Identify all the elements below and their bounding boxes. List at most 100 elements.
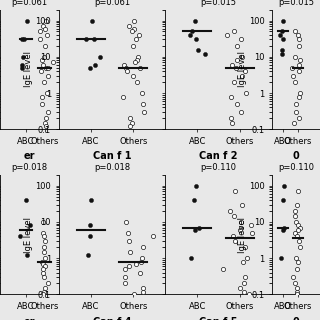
Point	[196, 225, 201, 230]
Point	[135, 54, 140, 59]
Point	[296, 189, 301, 194]
Point	[293, 256, 298, 261]
Point	[294, 285, 299, 291]
Point	[40, 292, 45, 297]
Point	[19, 65, 24, 70]
Point	[38, 37, 43, 42]
Point	[123, 65, 128, 70]
Point	[240, 54, 245, 59]
Point	[193, 228, 198, 233]
Point	[231, 29, 236, 34]
Point	[88, 197, 93, 203]
Point	[230, 120, 235, 125]
Point	[21, 37, 26, 42]
Point	[130, 29, 135, 34]
Point	[250, 230, 255, 236]
X-axis label: 0: 0	[292, 151, 300, 162]
Point	[298, 245, 303, 250]
Point	[45, 91, 50, 96]
Point	[134, 80, 139, 85]
Point	[298, 91, 303, 96]
Point	[126, 24, 131, 29]
Point	[20, 62, 25, 68]
Point	[231, 234, 236, 239]
Point	[131, 26, 136, 31]
Point	[40, 270, 45, 275]
Point	[41, 289, 46, 294]
Point	[294, 234, 300, 239]
Point	[238, 285, 243, 291]
Point	[24, 253, 29, 258]
Point	[239, 73, 244, 78]
Point	[221, 267, 226, 272]
Point	[246, 292, 252, 297]
Point	[150, 234, 156, 239]
Point	[280, 228, 285, 233]
X-axis label: 0: 0	[292, 316, 300, 320]
Point	[137, 65, 142, 70]
Point	[295, 223, 300, 228]
Point	[42, 256, 47, 261]
Point	[88, 223, 93, 228]
Point	[124, 68, 129, 74]
Point	[296, 43, 301, 48]
Point	[296, 32, 301, 37]
Point	[196, 48, 201, 53]
Point	[40, 62, 45, 68]
Point	[290, 65, 295, 70]
Point	[192, 18, 197, 23]
Point	[120, 94, 125, 99]
Y-axis label: IgE level: IgE level	[238, 52, 247, 87]
Point	[141, 109, 146, 115]
Point	[126, 230, 131, 236]
Point	[294, 289, 299, 294]
Point	[123, 275, 128, 280]
Point	[242, 275, 247, 280]
Point	[132, 60, 137, 65]
Point	[296, 259, 301, 264]
X-axis label: Can f 4: Can f 4	[93, 316, 131, 320]
Point	[297, 238, 302, 244]
Point	[248, 223, 253, 228]
Point	[39, 68, 44, 74]
Point	[291, 73, 296, 78]
Point	[43, 18, 48, 23]
Point	[46, 73, 51, 78]
Point	[229, 62, 235, 68]
Point	[293, 29, 298, 34]
Point	[137, 32, 142, 37]
Point	[293, 80, 298, 85]
Point	[293, 54, 298, 59]
Point	[235, 43, 240, 48]
Point	[140, 289, 145, 294]
Point	[40, 58, 45, 63]
Point	[243, 68, 248, 74]
Point	[124, 219, 129, 224]
Point	[42, 275, 47, 280]
Point	[122, 267, 127, 272]
Point	[127, 238, 132, 244]
Point	[19, 37, 24, 42]
Point	[140, 101, 145, 107]
Point	[86, 253, 91, 258]
Point	[97, 54, 102, 59]
Point	[233, 189, 238, 194]
Point	[89, 18, 94, 23]
Point	[282, 225, 287, 230]
Point	[140, 256, 145, 261]
Point	[39, 94, 44, 99]
Point	[281, 18, 286, 23]
Point	[41, 245, 46, 250]
Point	[121, 62, 126, 68]
Point	[39, 259, 44, 264]
Point	[46, 281, 51, 286]
Point	[280, 51, 285, 56]
Point	[239, 109, 244, 115]
Text: p=0.018: p=0.018	[94, 163, 130, 172]
Point	[131, 292, 136, 297]
Point	[297, 58, 302, 63]
Point	[42, 54, 47, 59]
Point	[188, 32, 193, 37]
Point	[278, 32, 283, 37]
Point	[293, 219, 298, 224]
